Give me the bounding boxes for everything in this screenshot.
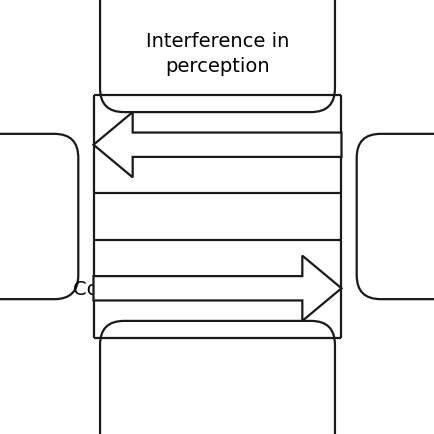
Text: Interference in
perception: Interference in perception bbox=[145, 32, 289, 76]
Polygon shape bbox=[93, 113, 341, 178]
FancyBboxPatch shape bbox=[100, 321, 334, 434]
Polygon shape bbox=[93, 256, 341, 321]
FancyBboxPatch shape bbox=[356, 135, 434, 299]
Text: Feedback: Feedback bbox=[171, 136, 263, 155]
FancyBboxPatch shape bbox=[0, 135, 78, 299]
FancyBboxPatch shape bbox=[100, 0, 334, 113]
Text: Communication channel: Communication channel bbox=[73, 279, 309, 298]
